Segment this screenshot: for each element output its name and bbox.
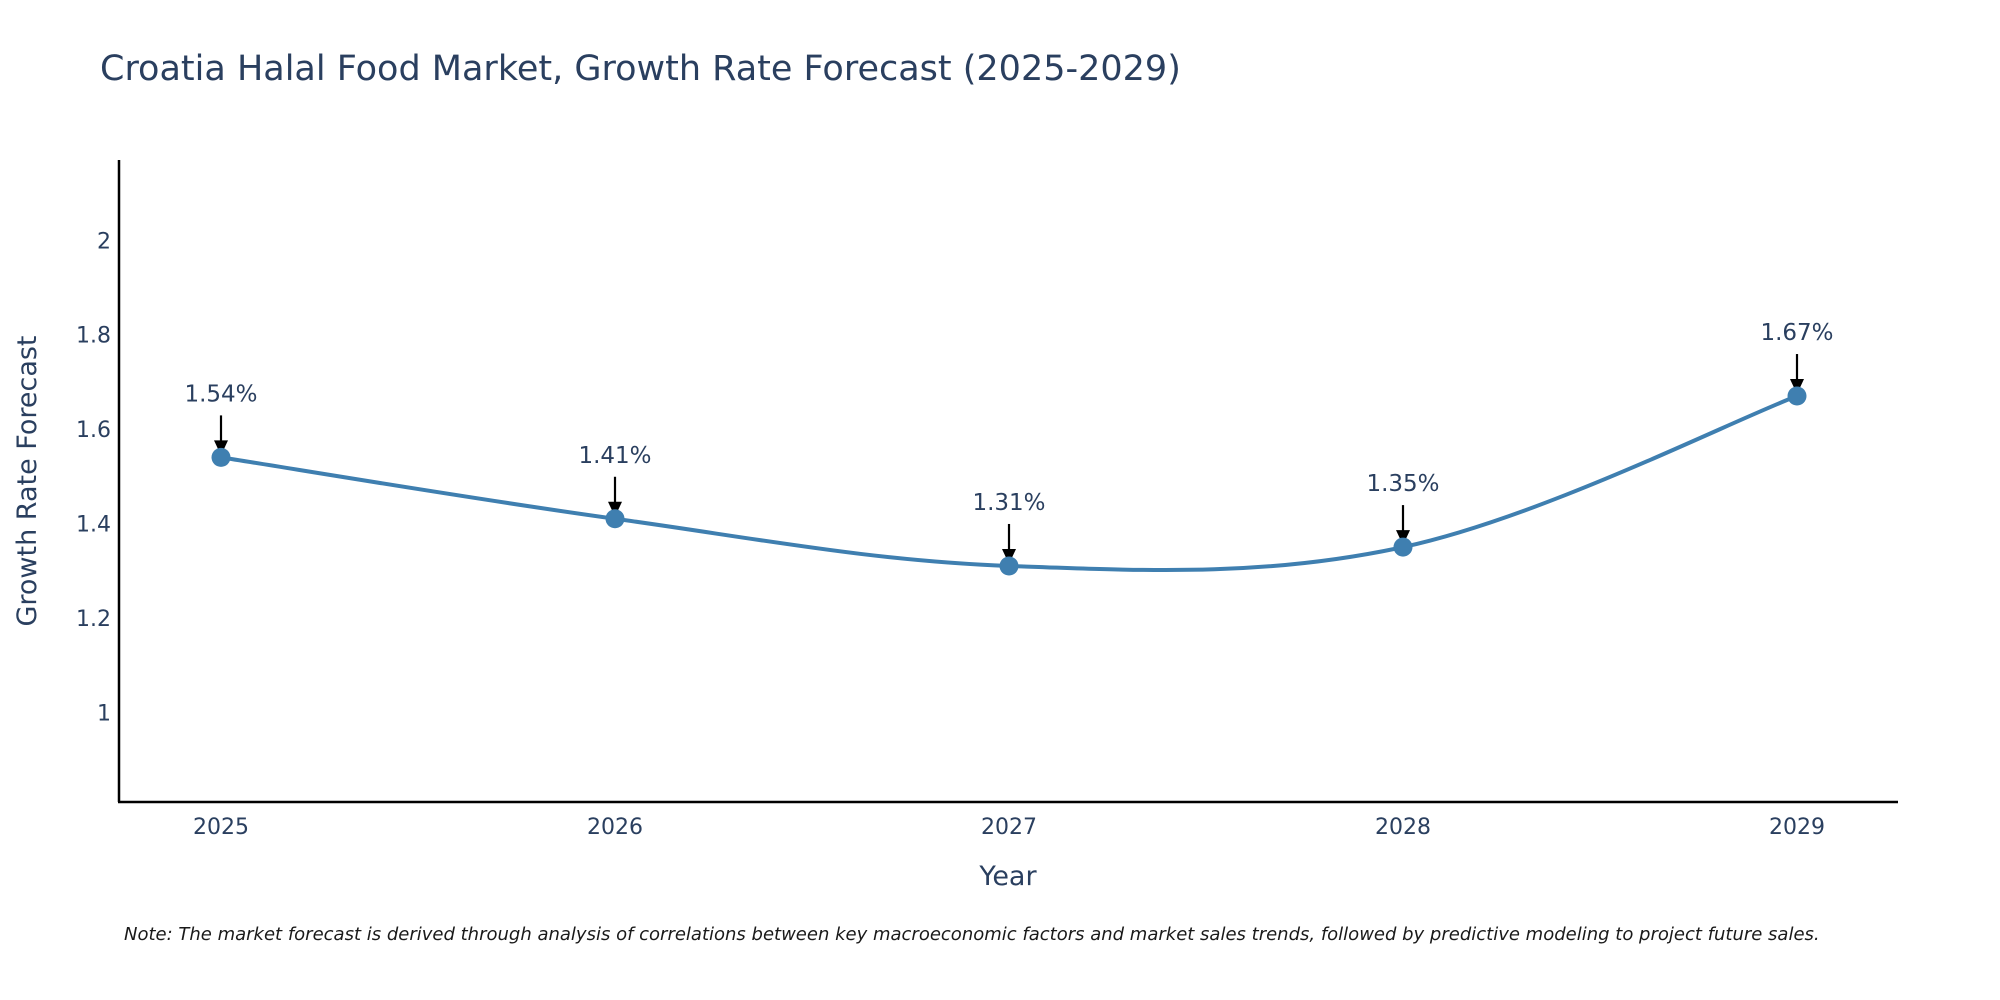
x-axis-ticks: 2025 2026 2027 2028 2029 [193,815,1825,840]
data-labels: 1.54% 1.41% 1.31% 1.35% 1.67% [184,320,1833,516]
y-tick-label: 1.2 [76,607,111,632]
data-point [1787,386,1807,406]
footnote: Note: The market forecast is derived thr… [124,924,1820,945]
data-label: 1.67% [1760,320,1833,346]
chart-title: Croatia Halal Food Market, Growth Rate F… [100,49,1181,89]
x-tick-label: 2025 [193,815,249,840]
y-tick-label: 1.8 [76,324,111,349]
x-tick-label: 2028 [1375,815,1431,840]
data-point [211,447,231,467]
data-point [605,509,625,529]
y-axis-title: Growth Rate Forecast [12,335,43,626]
x-tick-label: 2026 [587,815,643,840]
data-label: 1.35% [1366,471,1439,497]
data-point [999,556,1019,576]
y-axis-ticks: 1 1.2 1.4 1.6 1.8 2 [76,229,111,726]
y-tick-label: 2 [97,229,111,254]
x-tick-label: 2029 [1769,815,1825,840]
y-tick-label: 1.4 [76,512,111,537]
y-tick-label: 1.6 [76,418,111,443]
x-tick-label: 2027 [981,815,1037,840]
data-label: 1.41% [578,443,651,469]
data-label: 1.31% [972,490,1045,516]
data-point [1393,537,1413,557]
series-markers [211,386,1807,576]
data-label: 1.54% [184,381,257,407]
y-tick-label: 1 [97,701,111,726]
annotation-arrows [214,354,1804,564]
x-axis-title: Year [978,861,1037,892]
